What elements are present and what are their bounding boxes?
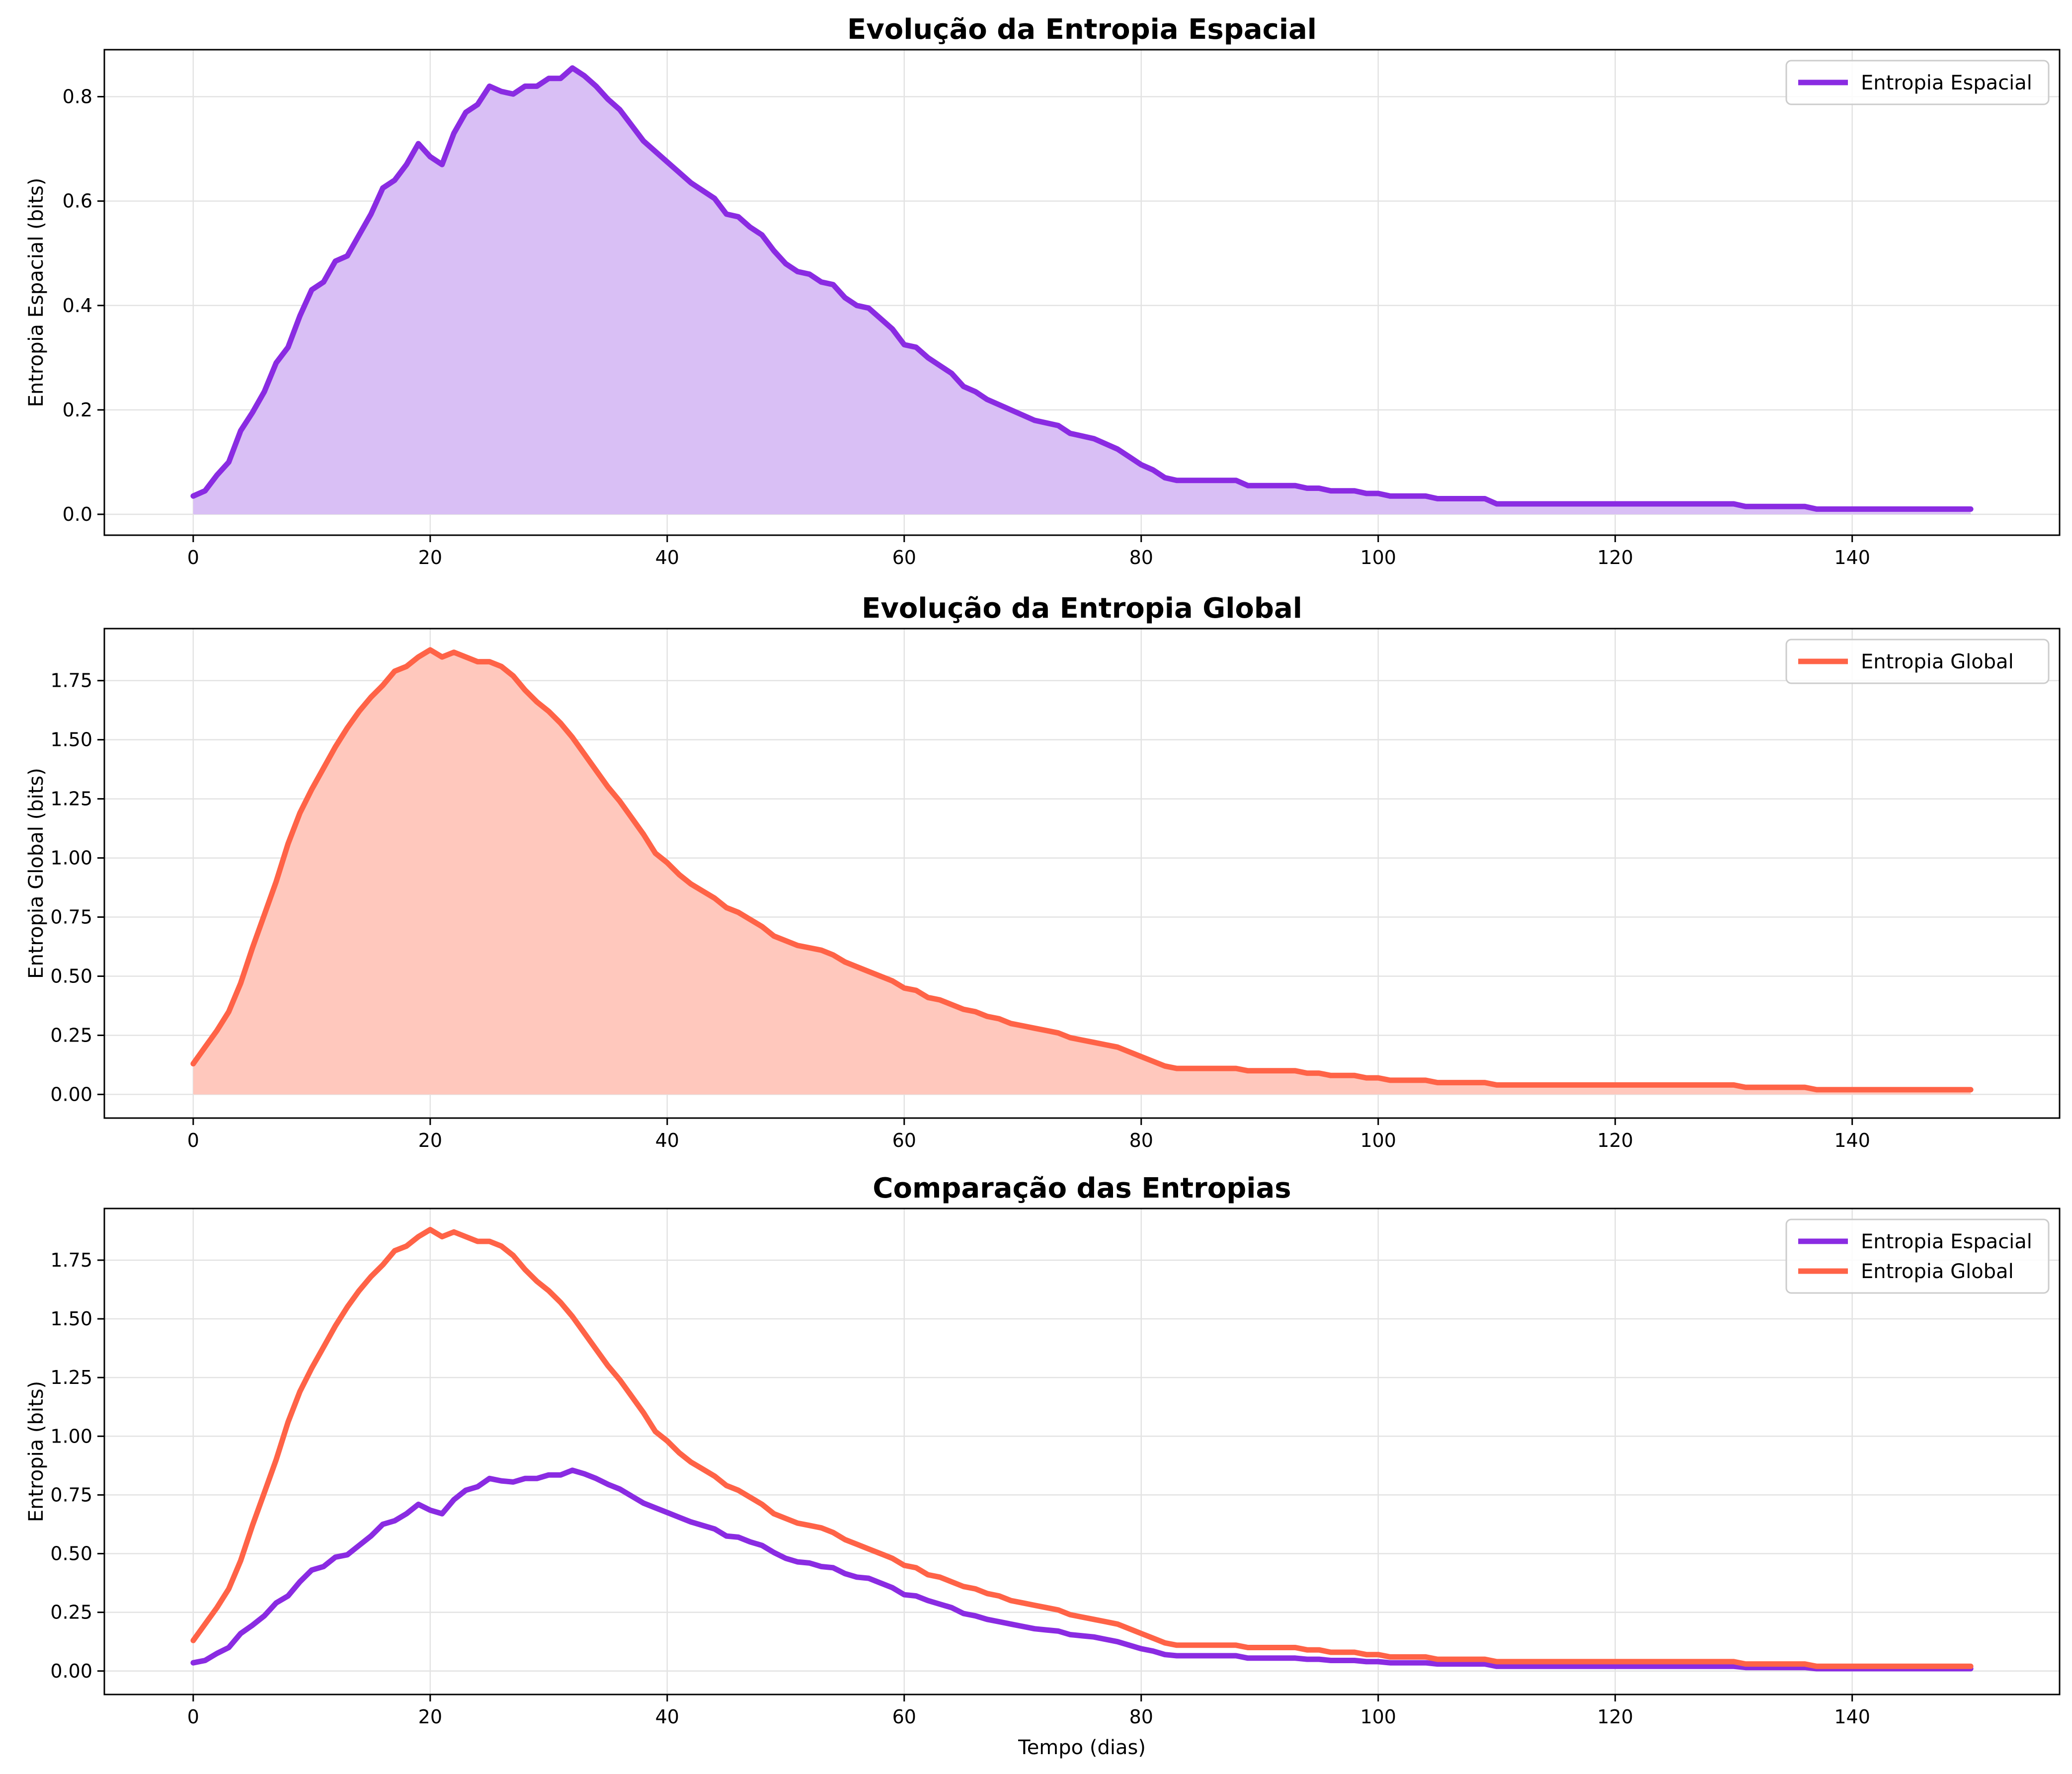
y-tick-label: 1.25 bbox=[50, 788, 92, 810]
panels: 0 20 40 60 80 100 120 140 0.0 0.2 0.4 0.6 0.8 Evoluçã… bbox=[25, 13, 2061, 1759]
y-tick-label: 0.8 bbox=[63, 86, 92, 108]
y-tick-label: 1.75 bbox=[50, 1249, 92, 1271]
x-tick-label: 60 bbox=[892, 1706, 916, 1728]
y-tick-label: 0.25 bbox=[50, 1602, 92, 1623]
x-tick-label: 60 bbox=[892, 547, 916, 568]
legend: Entropia Espacial Entropia Global bbox=[1785, 1218, 2050, 1294]
legend-label: Entropia Global bbox=[1861, 1260, 2014, 1283]
y-tick-label: 0.00 bbox=[50, 1083, 92, 1105]
chart-title: Evolução da Entropia Espacial bbox=[847, 13, 1317, 46]
legend-label: Entropia Espacial bbox=[1861, 1230, 2032, 1253]
x-tick-label: 20 bbox=[418, 547, 442, 568]
y-tick-label: 1.25 bbox=[50, 1367, 92, 1388]
x-tick-label: 100 bbox=[1360, 547, 1396, 568]
panel-3: 0 20 40 60 80 100 120 140 0.00 0.25 0.50 0.75 1.00 1.… bbox=[25, 1172, 2061, 1759]
y-axis-label: Entropia Espacial (bits) bbox=[25, 178, 48, 407]
y-tick-label: 0.75 bbox=[50, 1484, 92, 1506]
x-tick-label: 40 bbox=[655, 1129, 679, 1151]
x-tick-label: 80 bbox=[1129, 1129, 1153, 1151]
y-tick-label: 1.50 bbox=[50, 1308, 92, 1330]
legend-box bbox=[1785, 1218, 2050, 1294]
y-tick-label: 0.0 bbox=[63, 503, 92, 525]
x-tick-label: 40 bbox=[655, 1706, 679, 1728]
x-tick-label: 140 bbox=[1834, 1706, 1870, 1728]
area-fill-series-1 bbox=[193, 68, 1971, 514]
x-tick-label: 20 bbox=[418, 1706, 442, 1728]
legend-box bbox=[1785, 60, 2050, 105]
x-tick-label: 80 bbox=[1129, 547, 1153, 568]
series-line-1 bbox=[190, 65, 1974, 512]
x-tick-label: 100 bbox=[1360, 1129, 1396, 1151]
y-tick-label: 0.2 bbox=[63, 399, 92, 421]
y-tick-label: 0.6 bbox=[63, 190, 92, 212]
y-tick-label: 0.25 bbox=[50, 1024, 92, 1046]
y-tick-label: 0.00 bbox=[50, 1660, 92, 1682]
x-tick-label: 0 bbox=[187, 1706, 199, 1728]
area-fill-series-1 bbox=[193, 649, 1971, 1095]
y-tick-label: 0.50 bbox=[50, 965, 92, 987]
panel-1: 0 20 40 60 80 100 120 140 0.0 0.2 0.4 0.6 0.8 Evoluçã… bbox=[25, 13, 2061, 568]
y-tick-label: 1.00 bbox=[50, 847, 92, 869]
y-tick-label: 0.50 bbox=[50, 1543, 92, 1565]
x-tick-label: 40 bbox=[655, 547, 679, 568]
legend: Entropia Espacial bbox=[1785, 60, 2050, 105]
axes-frame bbox=[103, 49, 2061, 536]
x-tick-label: 0 bbox=[187, 547, 199, 568]
x-tick-label: 80 bbox=[1129, 1706, 1153, 1728]
series-line-1 bbox=[190, 647, 1974, 1093]
legend-label: Entropia Espacial bbox=[1861, 72, 2032, 94]
axes-frame bbox=[103, 1208, 2061, 1695]
x-tick-label: 120 bbox=[1597, 1706, 1633, 1728]
x-tick-label: 140 bbox=[1834, 547, 1870, 568]
legend: Entropia Global bbox=[1785, 639, 2050, 684]
y-axis-label: Entropia (bits) bbox=[25, 1381, 48, 1522]
series-line-2 bbox=[190, 1227, 1974, 1669]
y-tick-label: 0.75 bbox=[50, 906, 92, 928]
x-tick-label: 0 bbox=[187, 1129, 199, 1151]
x-axis-label: Tempo (dias) bbox=[1018, 1736, 1146, 1759]
y-tick-label: 1.50 bbox=[50, 729, 92, 751]
axes-frame bbox=[103, 628, 2061, 1119]
x-tick-label: 60 bbox=[892, 1129, 916, 1151]
y-axis-label: Entropia Global (bits) bbox=[25, 768, 48, 979]
legend-label: Entropia Global bbox=[1861, 650, 2014, 673]
x-tick-label: 120 bbox=[1597, 547, 1633, 568]
y-tick-label: 0.4 bbox=[63, 295, 92, 317]
panel-2: 0 20 40 60 80 100 120 140 0.00 0.25 0.50 0.75 1.00 1.… bbox=[25, 592, 2061, 1151]
x-tick-label: 20 bbox=[418, 1129, 442, 1151]
y-tick-label: 1.75 bbox=[50, 670, 92, 692]
x-tick-label: 120 bbox=[1597, 1129, 1633, 1151]
chart-title: Comparação das Entropias bbox=[873, 1172, 1291, 1205]
legend-box bbox=[1785, 639, 2050, 684]
y-tick-label: 1.00 bbox=[50, 1425, 92, 1447]
x-tick-label: 100 bbox=[1360, 1706, 1396, 1728]
x-tick-label: 140 bbox=[1834, 1129, 1870, 1151]
chart-title: Evolução da Entropia Global bbox=[862, 592, 1302, 625]
series-line-1 bbox=[190, 1467, 1974, 1672]
